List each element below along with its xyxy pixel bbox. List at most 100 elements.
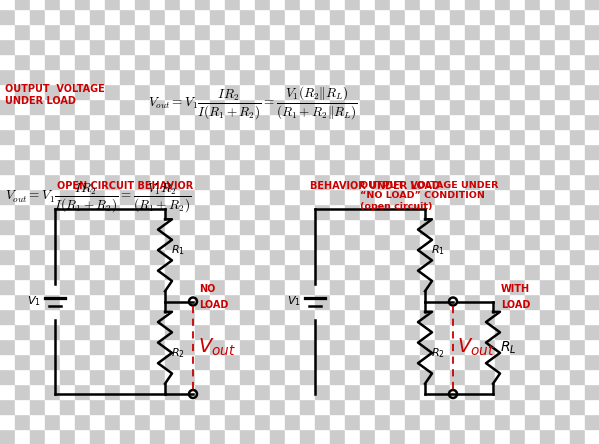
Bar: [105, 309, 120, 324]
Bar: [585, 234, 599, 249]
Bar: [30, 429, 45, 444]
Bar: [30, 414, 45, 429]
Bar: [555, 429, 570, 444]
Bar: [150, 159, 165, 174]
Bar: [0, 129, 15, 144]
Bar: [360, 369, 375, 384]
Bar: [60, 429, 75, 444]
Bar: [285, 234, 300, 249]
Bar: [435, 384, 450, 399]
Bar: [180, 249, 195, 264]
Bar: [240, 189, 255, 204]
Bar: [480, 159, 495, 174]
Bar: [75, 249, 90, 264]
Bar: [525, 249, 540, 264]
Bar: [255, 339, 270, 354]
Bar: [240, 84, 255, 99]
Bar: [195, 84, 210, 99]
Bar: [300, 54, 315, 69]
Bar: [360, 54, 375, 69]
Bar: [555, 219, 570, 234]
Bar: [315, 249, 330, 264]
Bar: [300, 189, 315, 204]
Bar: [315, 9, 330, 24]
Bar: [105, 189, 120, 204]
Bar: [465, 279, 480, 294]
Bar: [180, 69, 195, 84]
Bar: [405, 189, 420, 204]
Bar: [15, 219, 30, 234]
Bar: [240, 144, 255, 159]
Bar: [345, 9, 360, 24]
Bar: [315, 174, 330, 189]
Bar: [240, 0, 255, 9]
Bar: [60, 114, 75, 129]
Text: $V_{out}$: $V_{out}$: [457, 337, 495, 358]
Bar: [555, 174, 570, 189]
Bar: [60, 159, 75, 174]
Bar: [360, 39, 375, 54]
Bar: [165, 219, 180, 234]
Bar: [405, 144, 420, 159]
Bar: [255, 279, 270, 294]
Bar: [210, 24, 225, 39]
Bar: [525, 114, 540, 129]
Bar: [315, 279, 330, 294]
Bar: [585, 54, 599, 69]
Bar: [300, 129, 315, 144]
Bar: [240, 234, 255, 249]
Bar: [555, 69, 570, 84]
Bar: [495, 279, 510, 294]
Bar: [255, 144, 270, 159]
Bar: [345, 0, 360, 9]
Bar: [180, 219, 195, 234]
Bar: [255, 24, 270, 39]
Bar: [105, 279, 120, 294]
Bar: [15, 234, 30, 249]
Bar: [225, 0, 240, 9]
Bar: [0, 144, 15, 159]
Bar: [60, 174, 75, 189]
Bar: [585, 354, 599, 369]
Bar: [360, 234, 375, 249]
Bar: [510, 234, 525, 249]
Bar: [330, 279, 345, 294]
Bar: [255, 114, 270, 129]
Bar: [540, 39, 555, 54]
Bar: [60, 9, 75, 24]
Bar: [465, 9, 480, 24]
Bar: [0, 339, 15, 354]
Bar: [270, 294, 285, 309]
Bar: [540, 249, 555, 264]
Bar: [585, 69, 599, 84]
Bar: [165, 189, 180, 204]
Bar: [480, 219, 495, 234]
Bar: [435, 324, 450, 339]
Bar: [105, 39, 120, 54]
Bar: [555, 204, 570, 219]
Bar: [390, 129, 405, 144]
Bar: [180, 189, 195, 204]
Bar: [510, 429, 525, 444]
Bar: [180, 9, 195, 24]
Bar: [435, 0, 450, 9]
Bar: [420, 39, 435, 54]
Bar: [375, 189, 390, 204]
Bar: [180, 174, 195, 189]
Bar: [495, 129, 510, 144]
Bar: [465, 309, 480, 324]
Bar: [540, 429, 555, 444]
Bar: [435, 429, 450, 444]
Bar: [435, 9, 450, 24]
Bar: [480, 309, 495, 324]
Bar: [435, 84, 450, 99]
Bar: [570, 219, 585, 234]
Bar: [75, 384, 90, 399]
Bar: [390, 54, 405, 69]
Bar: [435, 69, 450, 84]
Bar: [330, 0, 345, 9]
Bar: [375, 9, 390, 24]
Bar: [90, 189, 105, 204]
Bar: [150, 294, 165, 309]
Bar: [300, 219, 315, 234]
